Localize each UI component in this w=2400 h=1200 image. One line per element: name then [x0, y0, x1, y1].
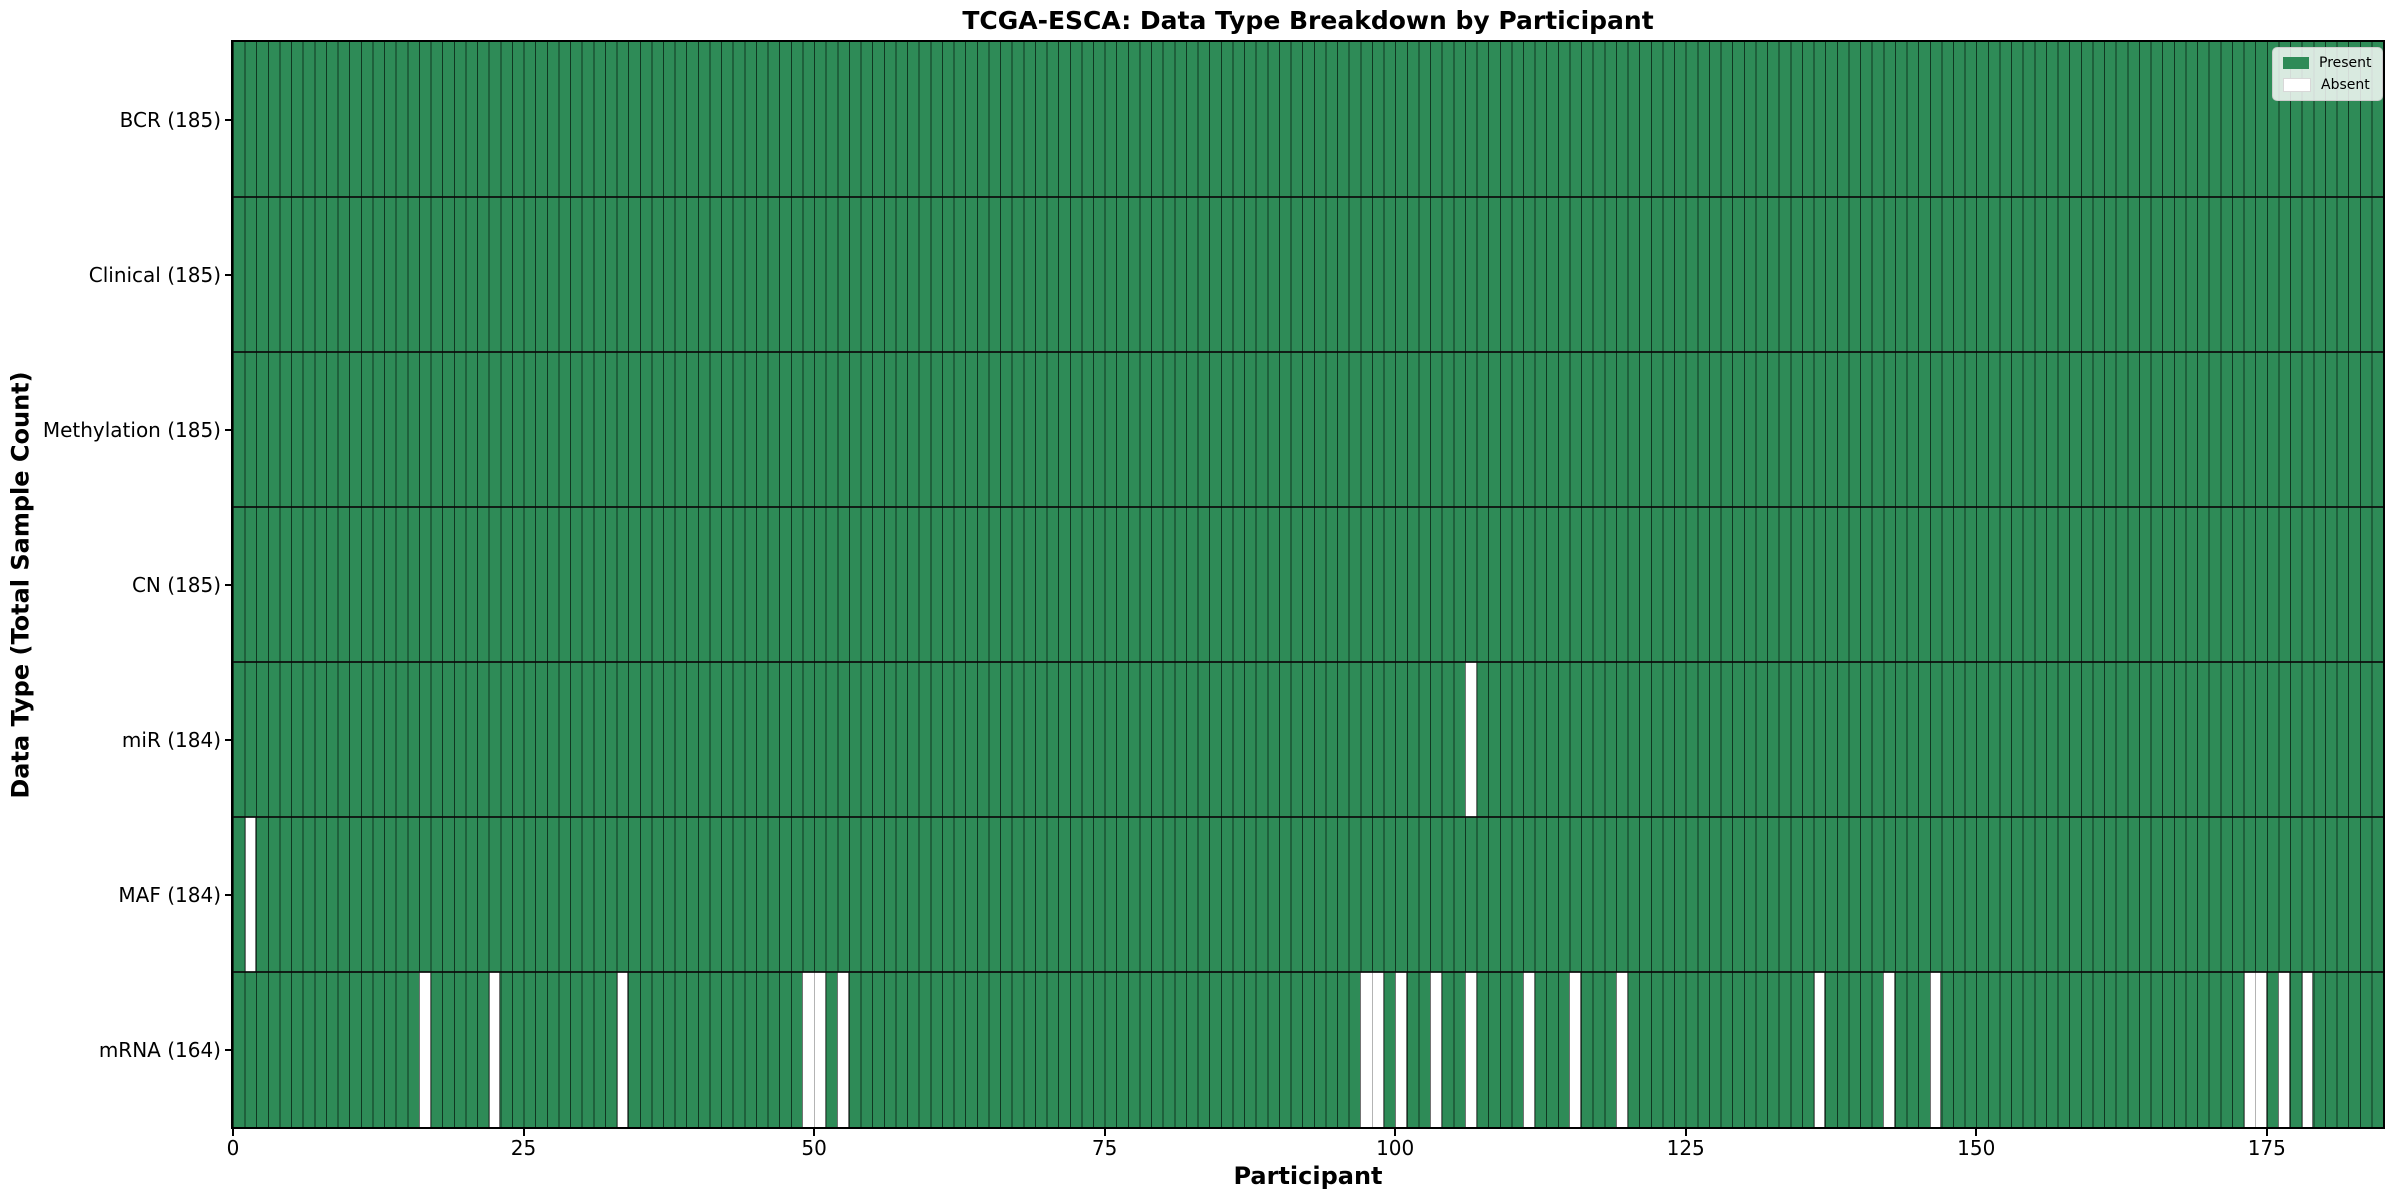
absent-gap-mrna-115: [1569, 972, 1582, 1127]
absent-gap-maf-1: [244, 817, 257, 972]
x-tick-mark: [232, 1127, 234, 1136]
absent-gap-mrna-103: [1430, 972, 1442, 1127]
absent-gap-mrna-173: [2243, 972, 2267, 1127]
row-divider: [233, 816, 2383, 818]
absent-gap-mrna-146: [1929, 972, 1942, 1127]
x-tick-mark: [1394, 1127, 1397, 1136]
legend-entry-absent: Absent: [2283, 77, 2372, 93]
absent-gap-divider: [814, 972, 816, 1127]
row-divider: [233, 661, 2383, 663]
absent-gap-mrna-16: [418, 972, 431, 1127]
x-tick-mark: [1103, 1127, 1106, 1136]
x-tick-label-50: 50: [801, 1136, 827, 1160]
y-tick-label-cn: CN (185): [131, 572, 221, 597]
absent-gap-mrna-178: [2301, 972, 2314, 1127]
x-tick-label-75: 75: [1091, 1136, 1118, 1160]
chart-title: TCGA-ESCA: Data Type Breakdown by Partic…: [962, 6, 1654, 35]
y-tick-label-mrna: mRNA (164): [98, 1037, 221, 1062]
row-divider: [233, 971, 2383, 973]
legend-swatch-present: [2283, 57, 2309, 69]
absent-gap-mrna-33: [616, 972, 629, 1127]
y-tick-mark: [225, 118, 233, 121]
x-tick-label-25: 25: [510, 1136, 537, 1160]
absent-gap-divider: [1371, 972, 1373, 1127]
legend-label: Present: [2319, 55, 2372, 71]
absent-gap-mrna-119: [1615, 972, 1628, 1127]
absent-gap-mrna-52: [837, 972, 849, 1127]
absent-gap-mrna-111: [1523, 972, 1535, 1127]
x-tick-mark: [2265, 1127, 2268, 1136]
row-divider: [233, 351, 2383, 353]
row-divider: [233, 196, 2383, 198]
legend-swatch-absent: [2283, 78, 2311, 92]
x-axis-label: Participant: [1233, 1162, 1383, 1190]
absent-gap-divider: [2255, 972, 2257, 1127]
x-tick-label-0: 0: [226, 1136, 240, 1160]
y-tick-mark: [225, 273, 233, 276]
x-tick-mark: [1684, 1127, 1687, 1136]
x-tick-mark: [1975, 1127, 1978, 1136]
x-tick-mark: [813, 1127, 816, 1136]
absent-gap-mrna-136: [1813, 972, 1826, 1127]
y-tick-mark: [225, 583, 233, 586]
absent-gap-mrna-176: [2278, 972, 2290, 1127]
absent-gap-mrna-49: [802, 972, 826, 1127]
x-tick-label-100: 100: [1376, 1136, 1415, 1160]
absent-gap-mrna-142: [1883, 972, 1895, 1127]
x-tick-label-175: 175: [2247, 1136, 2286, 1160]
x-tick-label-125: 125: [1666, 1136, 1705, 1160]
y-tick-label-mir: miR (184): [121, 727, 221, 752]
y-tick-label-methylation: Methylation (185): [42, 417, 221, 442]
y-tick-mark: [225, 428, 233, 431]
plot-area: [233, 42, 2383, 1127]
row-divider: [233, 506, 2383, 508]
y-tick-label-bcr: BCR (185): [119, 107, 221, 132]
y-tick-mark: [225, 1048, 233, 1051]
legend: Present Absent: [2272, 47, 2383, 101]
absent-gap-mrna-106: [1464, 972, 1477, 1127]
absent-gap-mrna-22: [488, 972, 501, 1127]
legend-entry-present: Present: [2283, 55, 2372, 71]
x-tick-mark: [522, 1127, 525, 1136]
absent-gap-mrna-100: [1395, 972, 1407, 1127]
y-tick-mark: [225, 738, 233, 741]
legend-label: Absent: [2321, 77, 2370, 93]
x-tick-label-150: 150: [1957, 1136, 1996, 1160]
y-tick-label-maf: MAF (184): [118, 882, 221, 907]
y-tick-label-clinical: Clinical (185): [88, 262, 221, 287]
absent-gap-mir-106: [1464, 662, 1477, 817]
y-tick-mark: [225, 893, 233, 896]
